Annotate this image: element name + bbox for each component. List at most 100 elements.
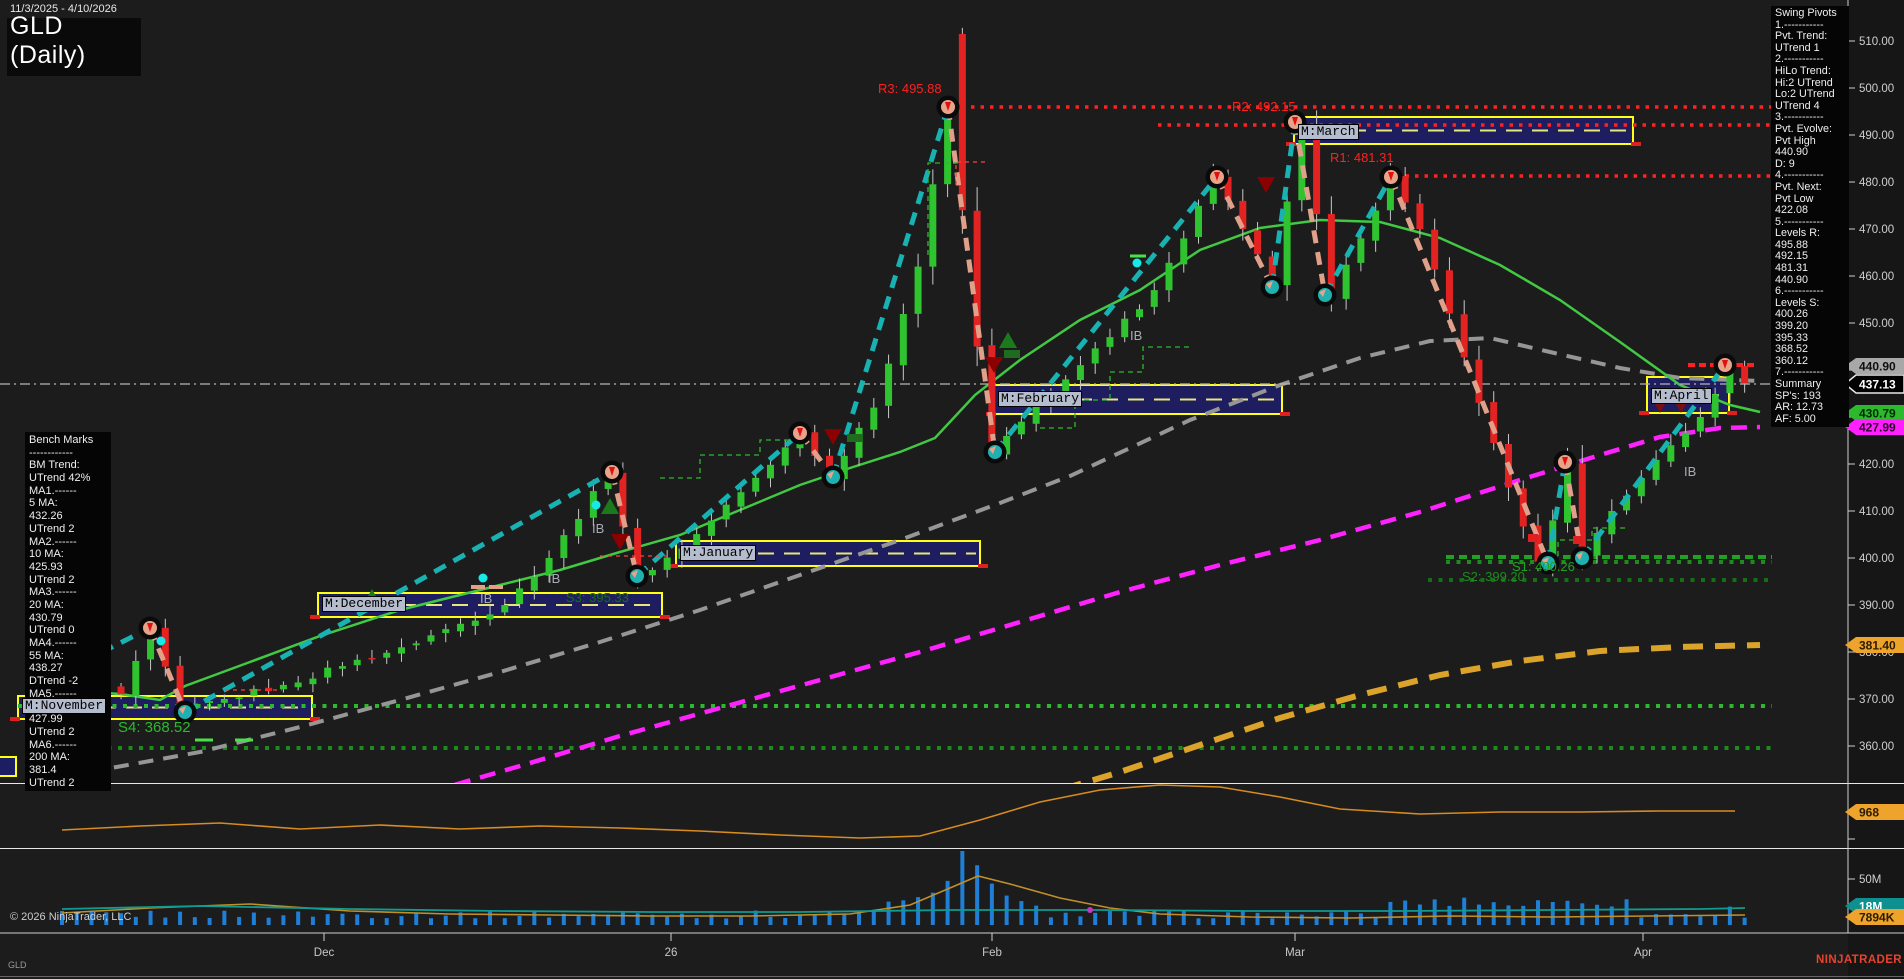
candle-body xyxy=(1593,533,1601,556)
panel-line: Levels S: xyxy=(1775,296,1820,309)
triangle-down-icon xyxy=(985,357,1003,373)
candle-body xyxy=(1150,290,1158,307)
swing-down-leg xyxy=(945,106,998,453)
candle-body xyxy=(1062,379,1070,393)
panel-line: MA3.------ xyxy=(29,586,77,599)
panel-line: 440.90 xyxy=(1775,146,1809,159)
trail-step-line xyxy=(927,162,958,255)
candle-body xyxy=(530,576,538,591)
volume-ma-gold xyxy=(61,875,1746,919)
candle-body xyxy=(914,266,922,314)
panel-line: 368.52 xyxy=(1775,343,1809,356)
panel-line: AR: 12.73 xyxy=(1775,401,1824,414)
candle-body xyxy=(1327,213,1335,298)
panel-line: Pvt. Next: xyxy=(1775,180,1822,193)
panel-line: 7.----------- xyxy=(1775,366,1824,379)
month-label-chip[interactable]: M:April xyxy=(1651,388,1712,404)
candle-body xyxy=(1017,421,1025,435)
panel-line: ------------ xyxy=(29,446,73,459)
swing-down-leg xyxy=(1292,121,1328,296)
triangle-up-icon xyxy=(999,332,1017,348)
panel-line: 425.93 xyxy=(29,560,63,573)
candle-body xyxy=(132,660,140,696)
candle-body xyxy=(944,107,952,185)
price-tick-label: 400.00 xyxy=(1859,553,1894,565)
candle-body xyxy=(634,527,642,577)
swing-up-leg xyxy=(993,175,1219,454)
panel-line: 440.90 xyxy=(1775,273,1809,286)
price-axis[interactable]: 510.00 500.00 490.00 480.00 470.00 460.00 450.… xyxy=(1848,36,1894,886)
panel-line: 3.----------- xyxy=(1775,111,1824,124)
month-label-chip[interactable]: M:December xyxy=(322,596,407,612)
candle-body xyxy=(929,184,937,267)
candle-body xyxy=(1490,402,1498,443)
ma55-line xyxy=(39,335,1761,782)
panel-line: Pvt High xyxy=(1775,134,1816,147)
panel-line: Hi:2 UTrend xyxy=(1775,76,1833,89)
price-tag xyxy=(1843,374,1904,394)
instrument-title: GLD (Daily) xyxy=(10,12,86,69)
salmon-tick-icon xyxy=(471,585,485,589)
panel-line: 4.----------- xyxy=(1775,169,1824,182)
candle-body xyxy=(973,210,981,347)
instrument-title-box[interactable]: GLD (Daily) xyxy=(7,12,141,76)
candlesticks xyxy=(58,27,1749,714)
swing-up-leg xyxy=(635,431,802,578)
candle-body xyxy=(1165,262,1173,291)
candle-body xyxy=(368,657,376,660)
month-label-chip[interactable]: M:November xyxy=(22,698,107,714)
price-tick-label: 490.00 xyxy=(1859,130,1894,142)
candle-body xyxy=(958,33,966,211)
panel-line: 360.12 xyxy=(1775,354,1809,367)
candle-body xyxy=(279,684,287,690)
time-tick-label: 26 xyxy=(665,947,678,959)
ib-label: IB xyxy=(1684,464,1696,479)
candle-body xyxy=(397,647,405,654)
candle-body xyxy=(752,477,760,492)
panel-line: 55 MA: xyxy=(29,649,64,662)
price-tag xyxy=(1845,909,1904,925)
candle-body xyxy=(781,447,789,466)
cyan-dot-icon xyxy=(591,500,601,510)
panel-line: Swing Pivots xyxy=(1775,7,1837,19)
price-tag-value: 427.99 xyxy=(1859,421,1896,435)
swing-down-leg xyxy=(147,627,188,713)
indicator-panel-line xyxy=(61,784,1735,839)
candle-body xyxy=(1741,366,1749,384)
candle-body xyxy=(309,678,317,685)
panel-line: HiLo Trend: xyxy=(1775,64,1831,77)
price-tag-value: 430.79 xyxy=(1859,407,1896,421)
month-label-chip[interactable]: M:January xyxy=(680,545,757,561)
price-tag xyxy=(1845,405,1904,421)
panel-line: Bench Marks xyxy=(29,434,94,446)
price-tick-label: 460.00 xyxy=(1859,271,1894,283)
candle-body xyxy=(1268,256,1276,286)
symbol-watermark: GLD xyxy=(8,960,27,970)
month-label-chip[interactable]: M:February xyxy=(998,391,1083,407)
candle-body xyxy=(1445,270,1453,314)
candle-body xyxy=(619,472,627,527)
candle-body xyxy=(1431,229,1439,270)
cyan-dot-icon xyxy=(478,573,488,583)
ninjatrader-brand-logo: NINJATRADER xyxy=(1816,954,1902,966)
triangle-down-icon xyxy=(824,429,842,445)
green-square-icon xyxy=(1004,350,1020,358)
price-tick-label: 410.00 xyxy=(1859,506,1894,518)
month-label-chip[interactable]: M:March xyxy=(1298,124,1359,140)
price-tag xyxy=(1845,358,1904,374)
panel-line: 6.----------- xyxy=(1775,285,1824,298)
panel-line: Lo:2 UTrend xyxy=(1775,88,1835,101)
bench-marks-panel: Bench Marks ------------ BM Trend: UTrend 4… xyxy=(25,432,111,792)
candle-body xyxy=(412,643,420,646)
panel-line: MA5.------ xyxy=(29,687,77,700)
price-tick-label: 450.00 xyxy=(1859,318,1894,330)
trail-step-line xyxy=(1557,527,1625,556)
panel-line: Pvt. Evolve: xyxy=(1775,122,1833,135)
panel-line: SP's: 193 xyxy=(1775,389,1821,402)
ib-label: IB xyxy=(480,591,492,606)
candle-body xyxy=(811,432,819,457)
ib-label: IB xyxy=(592,521,604,536)
time-axis[interactable]: Dec 26 Feb Mar Apr xyxy=(314,933,1652,959)
